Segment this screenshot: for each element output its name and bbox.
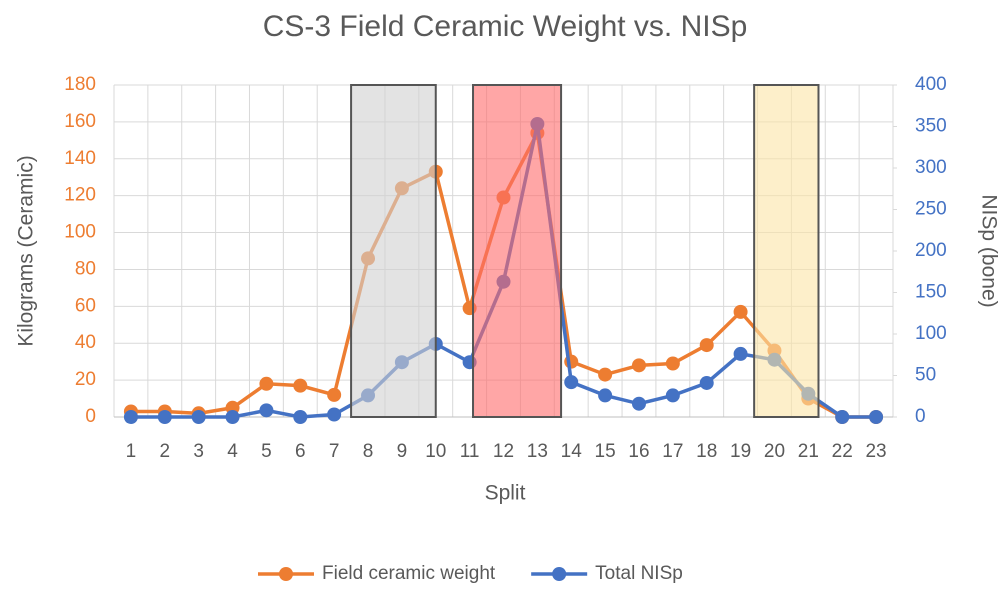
point: [191, 410, 206, 424]
y2-tick-label: 300: [915, 157, 947, 178]
point: [665, 356, 680, 371]
y-tick-label: 100: [64, 222, 96, 243]
point: [293, 378, 308, 393]
x-tick-label: 2: [160, 441, 171, 462]
x-tick-label: 12: [493, 441, 514, 462]
point: [123, 410, 138, 424]
x-tick-label: 14: [561, 441, 583, 462]
point: [665, 388, 680, 403]
x-tick-label: 23: [865, 441, 886, 462]
point: [699, 375, 714, 390]
x-tick-label: 15: [595, 441, 616, 462]
point: [293, 410, 308, 424]
x-tick-label: 3: [193, 441, 204, 462]
legend-label: Field ceramic weight: [322, 563, 496, 584]
point: [598, 388, 613, 403]
x-tick-label: 13: [527, 441, 548, 462]
x-tick-label: 9: [397, 441, 408, 462]
x-tick-label: 10: [425, 441, 446, 462]
point: [631, 358, 646, 373]
y-tick-label: 60: [75, 295, 96, 316]
point: [869, 410, 884, 424]
y2-tick-label: 250: [915, 199, 947, 220]
point: [564, 375, 579, 390]
point: [327, 387, 342, 402]
y2-tick-label: 100: [915, 323, 947, 344]
shaded-region: [350, 84, 437, 418]
y2-tick-label: 150: [915, 282, 947, 303]
x-tick-label: 8: [363, 441, 374, 462]
point: [733, 304, 748, 319]
point: [598, 367, 613, 382]
x-tick-label: 19: [730, 441, 751, 462]
y-tick-label: 160: [64, 111, 96, 132]
y2-tick-label: 50: [915, 365, 936, 386]
point: [259, 403, 274, 418]
chart-title: CS-3 Field Ceramic Weight vs. NISp: [263, 10, 748, 43]
legend-marker: [279, 567, 293, 581]
x-tick-label: 18: [696, 441, 717, 462]
x-tick-label: 21: [798, 441, 819, 462]
point: [327, 407, 342, 422]
y-tick-label: 120: [64, 185, 96, 206]
x-tick-label: 6: [295, 441, 306, 462]
x-tick-label: 1: [126, 441, 137, 462]
y-axis-label: Kilograms (Ceramic): [15, 155, 38, 346]
x-tick-label: 5: [261, 441, 272, 462]
legend-marker: [552, 567, 567, 581]
shaded-region: [472, 84, 563, 418]
x-tick-label: 7: [329, 441, 340, 462]
x-tick-label: 22: [832, 441, 853, 462]
point: [157, 410, 172, 424]
point: [699, 338, 714, 353]
point: [225, 410, 240, 424]
y2-tick-label: 400: [915, 74, 947, 95]
point: [733, 346, 748, 361]
y-tick-label: 140: [64, 148, 96, 169]
x-tick-label: 4: [227, 441, 238, 462]
legend-label: Total NISp: [595, 563, 683, 584]
x-tick-label: 17: [662, 441, 683, 462]
point: [631, 396, 646, 411]
x-tick-label: 20: [764, 441, 785, 462]
y-tick-label: 180: [64, 74, 96, 95]
y2-tick-label: 200: [915, 240, 947, 261]
y-tick-label: 80: [75, 258, 96, 279]
point: [259, 376, 274, 391]
point: [835, 410, 850, 424]
y-tick-label: 20: [75, 369, 96, 390]
x-tick-label: 11: [460, 441, 480, 462]
y2-axis-label: NISp (bone): [977, 194, 1000, 307]
y2-tick-label: 350: [915, 116, 947, 137]
y-tick-label: 0: [85, 406, 96, 427]
x-tick-label: 16: [628, 441, 649, 462]
x-axis-label: Split: [485, 482, 526, 505]
y2-tick-label: 0: [915, 406, 926, 427]
shaded-region: [753, 84, 820, 418]
y-tick-label: 40: [75, 332, 96, 353]
